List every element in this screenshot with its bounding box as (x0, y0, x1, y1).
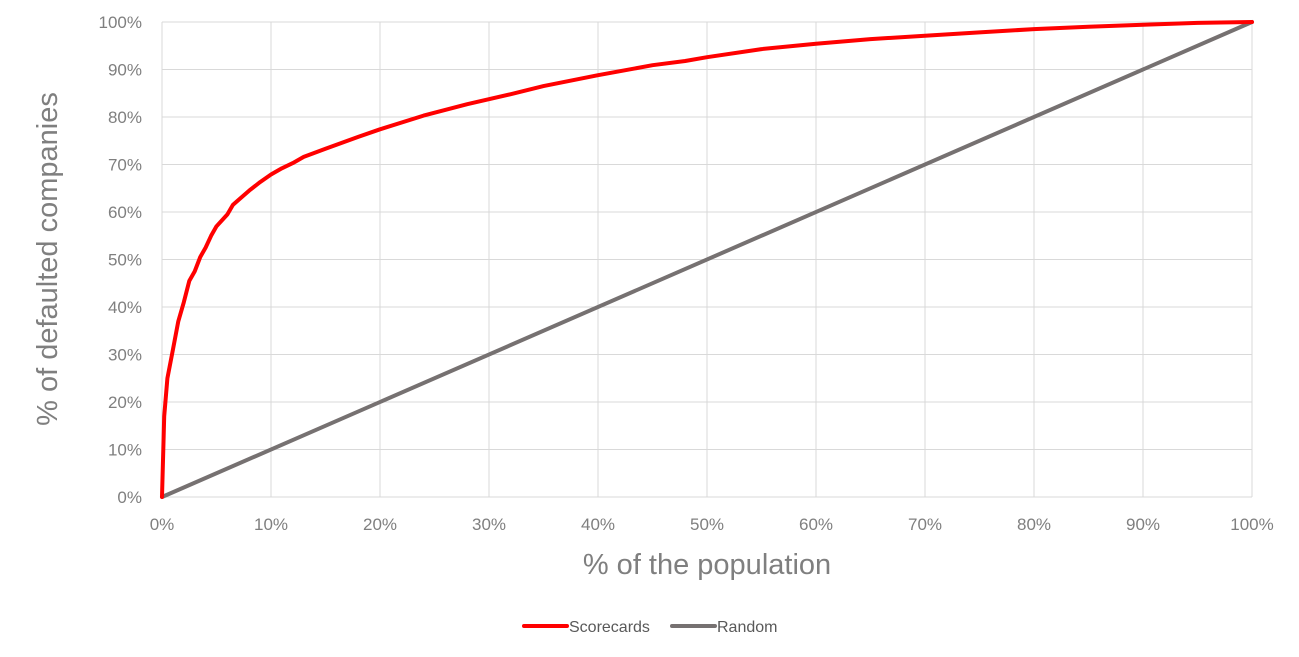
x-tick-label: 20% (363, 515, 397, 534)
x-tick-label: 100% (1230, 515, 1273, 534)
x-axis-title: % of the population (583, 549, 831, 581)
y-tick-label: 50% (108, 251, 142, 270)
x-tick-label: 40% (581, 515, 615, 534)
legend: Scorecards Random (522, 619, 777, 636)
y-tick-label: 10% (108, 441, 142, 460)
y-tick-label: 20% (108, 393, 142, 412)
y-tick-label: 90% (108, 61, 142, 80)
x-axis-ticks: 0% 10% 20% 30% 40% 50% 60% 70% 80% 90% 100% (150, 515, 1274, 534)
y-axis-title: % of defaulted companies (32, 92, 64, 426)
legend-item-random: Random (670, 619, 777, 636)
series-layer (160, 20, 1254, 499)
x-tick-label: 10% (254, 515, 288, 534)
y-tick-label: 70% (108, 156, 142, 175)
y-tick-label: 100% (99, 13, 142, 32)
x-tick-label: 70% (908, 515, 942, 534)
y-tick-label: 60% (108, 203, 142, 222)
series-line-scorecards (160, 20, 1254, 499)
legend-label: Random (717, 619, 777, 636)
y-axis-ticks: 0% 10% 20% 30% 40% 50% 60% 70% 80% 90% 100% (99, 13, 142, 507)
y-tick-label: 80% (108, 108, 142, 127)
x-tick-label: 50% (690, 515, 724, 534)
legend-label: Scorecards (569, 619, 650, 636)
x-tick-label: 0% (150, 515, 175, 534)
series-line-random (160, 20, 1254, 499)
y-tick-label: 30% (108, 346, 142, 365)
x-tick-label: 60% (799, 515, 833, 534)
x-tick-label: 30% (472, 515, 506, 534)
x-tick-label: 80% (1017, 515, 1051, 534)
legend-item-scorecards: Scorecards (522, 619, 650, 636)
y-tick-label: 0% (117, 488, 142, 507)
y-tick-label: 40% (108, 298, 142, 317)
x-tick-label: 90% (1126, 515, 1160, 534)
